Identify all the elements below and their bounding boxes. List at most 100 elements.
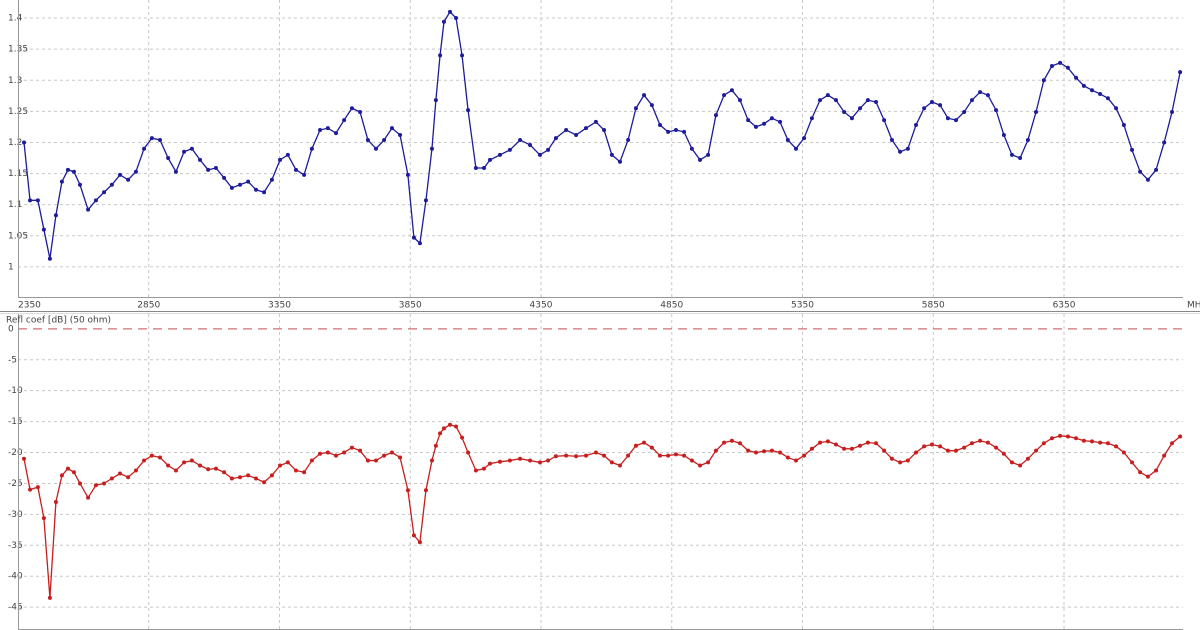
data-point	[593, 450, 598, 455]
data-point	[157, 137, 162, 142]
data-point	[302, 470, 307, 475]
data-point	[689, 146, 694, 151]
data-point	[1114, 106, 1119, 111]
data-point	[389, 450, 394, 455]
data-point	[53, 499, 58, 504]
data-point	[1049, 436, 1054, 441]
data-point	[802, 453, 807, 458]
data-point	[1009, 460, 1014, 465]
data-point	[969, 98, 974, 103]
data-point	[738, 98, 743, 103]
data-point	[865, 440, 870, 445]
data-point	[698, 157, 703, 162]
data-point	[1065, 65, 1070, 70]
x-tick-label: 2350	[18, 301, 41, 311]
data-point	[429, 458, 434, 463]
data-point	[1178, 434, 1183, 439]
data-point	[59, 473, 64, 478]
data-point	[35, 485, 40, 490]
x-tick-label: 4850	[660, 301, 683, 311]
data-point	[109, 182, 114, 187]
y-tick-label: 1.1	[8, 200, 22, 210]
data-point	[1058, 433, 1063, 438]
data-point	[109, 476, 114, 481]
data-point	[945, 448, 950, 453]
data-point	[922, 106, 927, 111]
data-point	[93, 198, 98, 203]
data-point	[818, 98, 823, 103]
data-point	[809, 116, 814, 121]
data-point	[1105, 96, 1110, 101]
data-point	[528, 458, 533, 463]
y-tick-label: -5	[8, 355, 17, 365]
data-point	[929, 442, 934, 447]
data-point	[873, 100, 878, 105]
data-point	[213, 466, 218, 471]
data-point	[460, 53, 465, 58]
data-point	[126, 177, 131, 182]
data-point	[333, 453, 338, 458]
data-point	[666, 129, 671, 134]
data-point	[1001, 133, 1006, 138]
data-point	[753, 124, 758, 129]
y-axis-label: Refl coef [dB] (50 ohm)	[6, 316, 111, 326]
data-point	[253, 187, 258, 192]
data-point	[994, 445, 999, 450]
data-point	[729, 88, 734, 93]
data-point	[546, 147, 551, 152]
data-point	[133, 468, 138, 473]
data-point	[785, 455, 790, 460]
data-point	[1001, 451, 1006, 456]
data-point	[1178, 70, 1183, 75]
data-point	[246, 473, 251, 478]
data-point	[1058, 60, 1063, 65]
data-point	[325, 126, 330, 131]
data-point	[182, 460, 187, 465]
data-point	[423, 198, 428, 203]
data-point	[133, 169, 138, 174]
data-point	[433, 98, 438, 103]
data-point	[706, 460, 711, 465]
data-point	[349, 106, 354, 111]
data-point	[785, 137, 790, 142]
data-point	[269, 177, 274, 182]
data-point	[22, 140, 27, 145]
data-point	[666, 453, 671, 458]
data-point	[173, 169, 178, 174]
data-point	[77, 182, 82, 187]
data-point	[825, 439, 830, 444]
data-point	[438, 53, 443, 58]
y-tick-label: -20	[8, 448, 23, 458]
y-tick-label: 0	[8, 324, 14, 334]
data-point	[889, 456, 894, 461]
data-point	[985, 440, 990, 445]
data-point	[473, 468, 478, 473]
y-tick-label: -40	[8, 572, 23, 582]
data-point	[166, 156, 171, 161]
data-point	[633, 443, 638, 448]
data-point	[309, 458, 314, 463]
data-point	[729, 438, 734, 443]
data-point	[954, 118, 959, 123]
data-point	[962, 109, 967, 114]
data-point	[53, 213, 58, 218]
data-point	[673, 452, 678, 457]
data-point	[778, 450, 783, 455]
data-point	[518, 456, 523, 461]
data-point	[222, 175, 227, 180]
data-point	[229, 476, 234, 481]
data-point	[518, 137, 523, 142]
data-point	[373, 146, 378, 151]
data-point	[1034, 109, 1039, 114]
data-point	[849, 446, 854, 451]
data-point	[617, 159, 622, 164]
data-point	[889, 137, 894, 142]
data-point	[642, 440, 647, 445]
data-point	[35, 198, 40, 203]
data-point	[1089, 88, 1094, 93]
y-tick-label: 1.4	[8, 14, 23, 24]
data-point	[28, 487, 33, 492]
data-point	[454, 16, 459, 21]
data-point	[574, 454, 579, 459]
